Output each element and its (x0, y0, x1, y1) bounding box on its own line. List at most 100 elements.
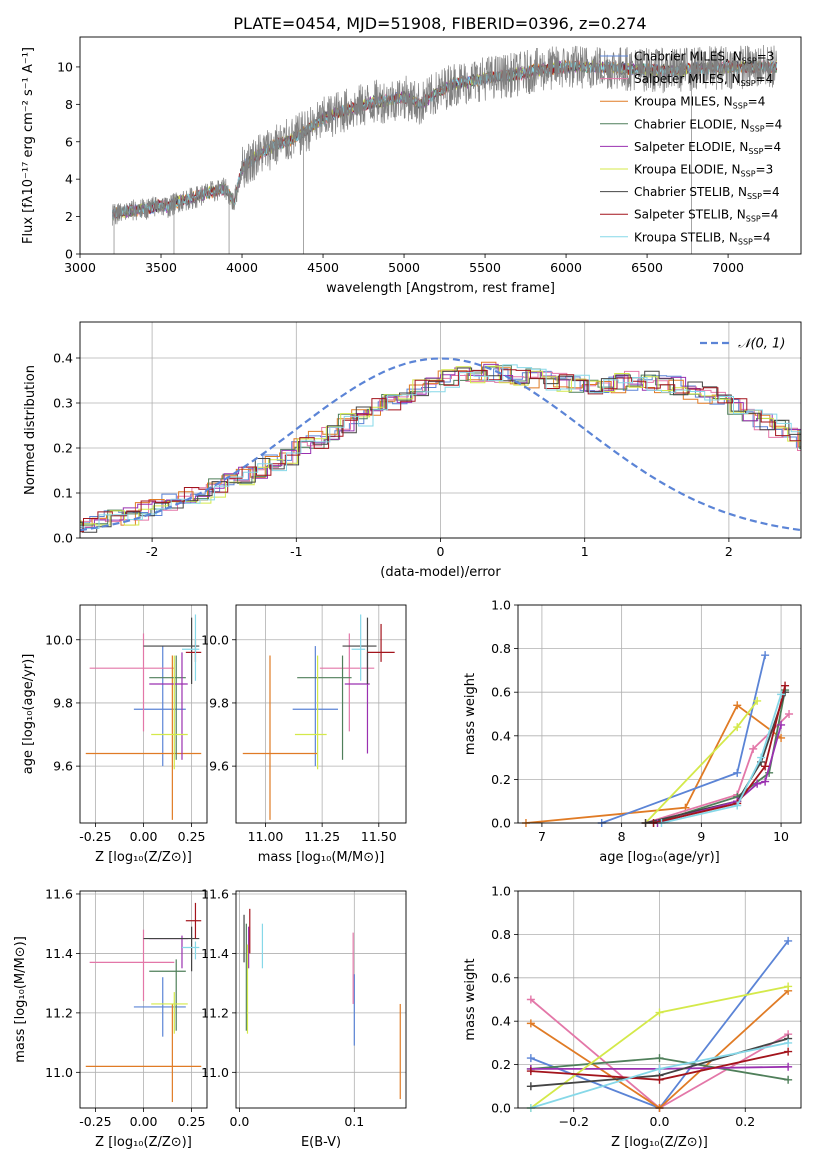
tick-label-y: 0.8 (491, 927, 511, 942)
legend-label: Salpeter ELODIE, NSSP=4 (634, 140, 781, 156)
tick-label-x: -0.25 (79, 1114, 111, 1129)
x-axis-label: mass [log₁₀(M/M⊙)] (258, 850, 385, 865)
axes-frame (79, 36, 802, 255)
mass-weight-marker (655, 1008, 664, 1017)
axes-frame (235, 890, 407, 1109)
tick-label-x: 6500 (631, 260, 663, 275)
x-axis-label: age [log₁₀(age/yr)] (599, 850, 720, 865)
mass-weight-line (661, 694, 782, 823)
legend-label: Kroupa ELODIE, NSSP=3 (634, 163, 773, 179)
legend-label-count: =4 (748, 95, 766, 109)
legend-label-subscript: SSP (748, 147, 763, 156)
mass-weight-marker (526, 1067, 535, 1076)
tick-label-x: 0.25 (178, 829, 206, 844)
legend-label: Chabrier ELODIE, NSSP=4 (634, 117, 782, 133)
mass-weight-marker (784, 1047, 793, 1056)
axes-frame (235, 604, 407, 824)
tick-label-y: 0.3 (53, 396, 73, 411)
mass-weight-marker (733, 768, 742, 777)
legend-label-count: =4 (763, 140, 781, 154)
x-axis-label: Z [log₁₀(Z/Z⊙)] (95, 850, 192, 865)
tick-label-y: 0.4 (491, 1014, 511, 1029)
mass-weight-marker (781, 681, 790, 690)
tick-label-y: 11.2 (201, 1005, 229, 1020)
tick-label-y: 1.0 (491, 884, 511, 899)
mass-weight-marker (784, 982, 793, 991)
tick-label-y: 0.0 (491, 816, 511, 831)
residual-histogram (80, 368, 801, 524)
y-axis-label: age [log₁₀(age/yr)] (21, 654, 36, 775)
tick-label-x: 9 (697, 829, 705, 844)
mass-weight-line (530, 990, 789, 1108)
tick-label-x: 8 (618, 829, 626, 844)
tick-label-x: 1 (581, 544, 589, 559)
mass_vs_Z-panel: -0.25 0.00 0.25 11.0 11.2 11.4 11.6 Z [log₁₀(Z/… (13, 886, 208, 1150)
legend-label: Chabrier MILES, NSSP=3 (634, 50, 774, 66)
residual-histogram (80, 367, 801, 533)
mass-weight-marker (785, 710, 794, 718)
tick-label-x: 6000 (550, 260, 582, 275)
y-axis-label: Normed distribution (23, 365, 38, 495)
mass-weight-line (525, 703, 782, 823)
mass-weight-marker (777, 733, 786, 742)
tick-label-y: 11.4 (201, 946, 229, 961)
legend-label-text: Salpeter MILES, N (634, 72, 741, 86)
mass-weight-marker (733, 801, 742, 810)
tick-label-y: 8 (65, 97, 73, 112)
tick-label-y: 0.2 (53, 441, 73, 456)
tick-label-x: 3000 (64, 260, 96, 275)
tick-label-x: 11.25 (304, 829, 340, 844)
legend-label-subscript: SSP (741, 79, 756, 88)
legend-label-subscript: SSP (742, 57, 757, 66)
legend-label-text: Kroupa ELODIE, N (634, 163, 741, 177)
tick-label-y: 0 (65, 247, 73, 262)
legend-label-subscript: SSP (746, 215, 761, 224)
tick-label-y: 0.0 (491, 1101, 511, 1116)
tick-label-y: 10.0 (45, 632, 73, 647)
mass-weight-marker (784, 936, 793, 945)
tick-label-x: 0.25 (178, 1114, 206, 1129)
tick-label-y: 0.4 (53, 351, 73, 366)
legend-label: Salpeter MILES, NSSP=4 (634, 72, 773, 88)
age_vs_mass-panel: 11.00 11.25 11.50 9.6 9.8 10.0 mass [log₁₀(M/M… (201, 604, 407, 865)
tick-label-y: 11.4 (45, 946, 73, 961)
tick-label-x: 4000 (226, 260, 258, 275)
tick-label-y: 0.8 (491, 641, 511, 656)
axes-frame (79, 604, 208, 824)
mass-weight-marker (526, 1019, 535, 1028)
legend-label-text: Kroupa MILES, N (634, 95, 733, 109)
tick-label-x: 0.2 (735, 1114, 755, 1129)
tick-label-y: 2 (65, 209, 73, 224)
legend-label-subscript: SSP (747, 192, 762, 201)
residual-panel: -2 -1 0 1 2 0.0 0.1 0.2 0.3 0.4 (data-model)/error… (23, 321, 802, 580)
tick-label-x: 11.50 (361, 829, 397, 844)
mass-weight-marker (761, 762, 770, 771)
tick-label-x: 0.00 (130, 1114, 158, 1129)
legend-label-count: =4 (765, 117, 783, 131)
mass-weight-marker (784, 1075, 793, 1084)
residual-histogram (80, 369, 801, 533)
legend-label-subscript: SSP (738, 237, 753, 246)
age_vs_Z-panel: -0.25 0.00 0.25 9.6 9.8 10.0 Z [log₁₀(Z/Z⊙)] ag… (21, 604, 208, 865)
tick-label-x: 2 (725, 544, 733, 559)
tick-label-y: 9.8 (53, 695, 73, 710)
figure-title: PLATE=0454, MJD=51908, FIBERID=0396, z=0… (233, 14, 646, 33)
tick-label-y: 0.4 (491, 728, 511, 743)
legend-label-count: =4 (761, 208, 779, 222)
tick-label-y: 11.0 (45, 1065, 73, 1080)
mass-weight-line (530, 998, 789, 1108)
tick-label-x: -1 (290, 544, 302, 559)
legend-label: Chabrier STELIB, NSSP=4 (634, 185, 780, 201)
tick-label-y: 9.6 (53, 759, 73, 774)
x-axis-label: Z [log₁₀(Z/Z⊙)] (611, 1135, 708, 1150)
tick-label-y: 0.0 (53, 531, 73, 546)
legend-label-text: Chabrier MILES, N (634, 50, 742, 64)
legend-label-subscript: SSP (750, 124, 765, 133)
mass-weight-marker (526, 995, 535, 1004)
spectrum-panel: 3000 3500 4000 4500 5000 5500 6000 6500 7000 0 2 4 6… (21, 36, 802, 296)
legend-label-text: Salpeter STELIB, N (634, 208, 746, 222)
mass-weight-line (653, 685, 786, 823)
mass-weight-marker (733, 701, 742, 710)
y-axis-label: mass weight (463, 958, 478, 1040)
tick-label-x: 5500 (469, 260, 501, 275)
